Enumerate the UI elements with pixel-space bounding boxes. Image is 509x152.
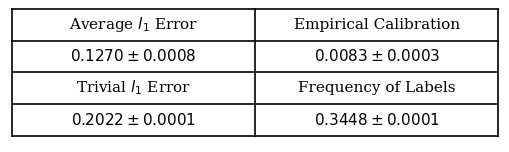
Text: Frequency of Labels: Frequency of Labels (297, 81, 455, 95)
Text: $0.1270 \pm 0.0008$: $0.1270 \pm 0.0008$ (70, 48, 196, 64)
Text: $0.0083 \pm 0.0003$: $0.0083 \pm 0.0003$ (313, 48, 439, 64)
Text: $0.3448 \pm 0.0001$: $0.3448 \pm 0.0001$ (313, 112, 439, 128)
Text: $0.2022 \pm 0.0001$: $0.2022 \pm 0.0001$ (71, 112, 195, 128)
Text: Trivial $l_1$ Error: Trivial $l_1$ Error (75, 79, 190, 97)
Text: Empirical Calibration: Empirical Calibration (293, 18, 459, 32)
Text: Average $l_1$ Error: Average $l_1$ Error (69, 15, 197, 34)
